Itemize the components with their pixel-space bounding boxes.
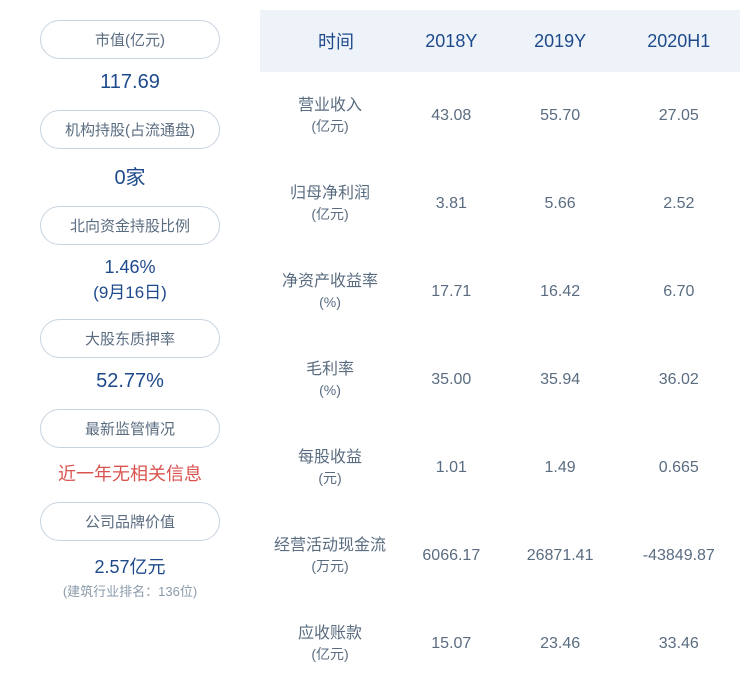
row-label-cashflow: 经营活动现金流 (万元) [260,512,400,600]
row-label-eps: 每股收益 (元) [260,424,400,512]
cell: 17.71 [400,248,503,336]
cell: 36.02 [618,336,740,424]
cell: 5.66 [503,160,618,248]
cell: 55.70 [503,72,618,160]
cell: 16.42 [503,248,618,336]
market-cap-value: 117.69 [100,71,160,94]
cell: 23.46 [503,600,618,688]
table-row: 净资产收益率 (%) 17.71 16.42 6.70 [260,248,740,336]
row-label-roe: 净资产收益率 (%) [260,248,400,336]
cell: 1.01 [400,424,503,512]
cell: -43849.87 [618,512,740,600]
cell: 0.665 [618,424,740,512]
table-row: 每股收益 (元) 1.01 1.49 0.665 [260,424,740,512]
institutional-holdings-label: 机构持股(占流通盘) [40,110,220,149]
header-2018: 2018Y [400,10,503,72]
header-2019: 2019Y [503,10,618,72]
cell: 3.81 [400,160,503,248]
brand-value-value: 2.57亿元 [63,553,197,579]
table-row: 毛利率 (%) 35.00 35.94 36.02 [260,336,740,424]
pledge-ratio-label: 大股东质押率 [40,319,220,358]
cell: 43.08 [400,72,503,160]
brand-value-label: 公司品牌价值 [40,502,220,541]
cell: 27.05 [618,72,740,160]
cell: 35.00 [400,336,503,424]
cell: 1.49 [503,424,618,512]
financials-table-panel: 时间 2018Y 2019Y 2020H1 营业收入 (亿元) 43.08 55… [250,10,740,668]
cell: 2.52 [618,160,740,248]
institutional-holdings-value: 0家 [114,161,145,190]
northbound-holdings-value: 1.46% [104,257,155,278]
row-label-netprofit: 归母净利润 (亿元) [260,160,400,248]
row-label-revenue: 营业收入 (亿元) [260,72,400,160]
cell: 15.07 [400,600,503,688]
cell: 33.46 [618,600,740,688]
table-row: 归母净利润 (亿元) 3.81 5.66 2.52 [260,160,740,248]
table-row: 应收账款 (亿元) 15.07 23.46 33.46 [260,600,740,688]
row-label-grossmargin: 毛利率 (%) [260,336,400,424]
cell: 26871.41 [503,512,618,600]
table-row: 营业收入 (亿元) 43.08 55.70 27.05 [260,72,740,160]
financials-table: 时间 2018Y 2019Y 2020H1 营业收入 (亿元) 43.08 55… [260,10,740,688]
market-cap-label: 市值(亿元) [40,20,220,59]
pledge-ratio-value: 52.77% [96,370,164,393]
brand-value-note: (建筑行业排名：136位) [63,581,197,600]
cell: 35.94 [503,336,618,424]
northbound-holdings-date: (9月16日) [93,278,167,303]
northbound-holdings-label: 北向资金持股比例 [40,206,220,245]
summary-panel: 市值(亿元) 117.69 机构持股(占流通盘) 0家 北向资金持股比例 1.4… [10,10,250,668]
table-row: 经营活动现金流 (万元) 6066.17 26871.41 -43849.87 [260,512,740,600]
regulatory-value: 近一年无相关信息 [58,460,202,486]
cell: 6.70 [618,248,740,336]
regulatory-label: 最新监管情况 [40,409,220,448]
header-time: 时间 [260,10,400,72]
table-header-row: 时间 2018Y 2019Y 2020H1 [260,10,740,72]
row-label-receivables: 应收账款 (亿元) [260,600,400,688]
header-2020h1: 2020H1 [618,10,740,72]
cell: 6066.17 [400,512,503,600]
